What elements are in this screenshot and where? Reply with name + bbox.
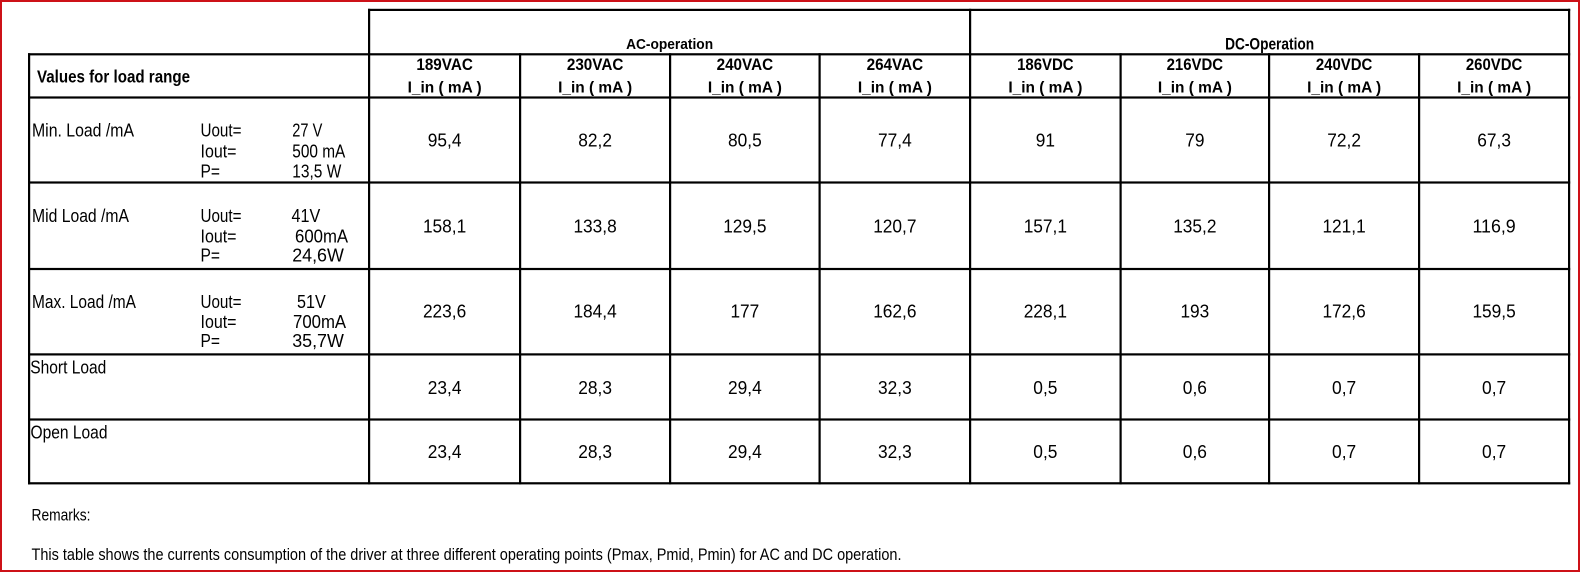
svg-text:Iout=: Iout=	[201, 311, 237, 332]
svg-text:116,9: 116,9	[1472, 215, 1515, 236]
svg-text:240VDC: 240VDC	[1316, 55, 1373, 74]
svg-text:82,2: 82,2	[578, 129, 612, 150]
svg-text:I_in ( mA ): I_in ( mA )	[1307, 79, 1381, 96]
svg-text:500 mA: 500 mA	[292, 141, 346, 162]
svg-text:189VAC: 189VAC	[416, 55, 473, 74]
svg-text:184,4: 184,4	[573, 301, 616, 322]
svg-text:0,7: 0,7	[1332, 377, 1356, 398]
svg-text:159,5: 159,5	[1472, 301, 1515, 322]
svg-text:95,4: 95,4	[428, 129, 462, 150]
svg-text:Max. Load /mA: Max. Load /mA	[32, 291, 137, 312]
svg-text:41V: 41V	[292, 205, 321, 226]
svg-text:28,3: 28,3	[578, 441, 612, 462]
svg-text:Uout=: Uout=	[201, 291, 242, 312]
svg-text:240VAC: 240VAC	[717, 55, 774, 74]
svg-text:80,5: 80,5	[728, 129, 762, 150]
svg-text:120,7: 120,7	[873, 215, 916, 236]
svg-text:121,1: 121,1	[1322, 215, 1365, 236]
svg-text:0,6: 0,6	[1183, 377, 1207, 398]
svg-text:216VDC: 216VDC	[1167, 55, 1224, 74]
svg-text:0,7: 0,7	[1482, 377, 1506, 398]
svg-text:162,6: 162,6	[873, 301, 916, 322]
svg-text:I_in ( mA ): I_in ( mA )	[1457, 79, 1531, 96]
svg-text:32,3: 32,3	[878, 377, 912, 398]
svg-text:32,3: 32,3	[878, 441, 912, 462]
svg-text:29,4: 29,4	[728, 377, 762, 398]
svg-text:29,4: 29,4	[728, 441, 762, 462]
svg-text:Mid Load /mA: Mid Load /mA	[32, 205, 130, 226]
svg-text:Remarks:: Remarks:	[32, 507, 91, 525]
svg-text:P=: P=	[201, 161, 221, 182]
svg-text:0,6: 0,6	[1183, 441, 1207, 462]
svg-text:Iout=: Iout=	[201, 141, 237, 162]
svg-text:264VAC: 264VAC	[867, 55, 924, 74]
svg-text:Short Load: Short Load	[30, 356, 106, 377]
svg-text:133,8: 133,8	[573, 215, 616, 236]
svg-text:172,6: 172,6	[1322, 301, 1365, 322]
svg-text:230VAC: 230VAC	[567, 55, 624, 74]
svg-text:P=: P=	[201, 245, 221, 266]
svg-text:28,3: 28,3	[578, 377, 612, 398]
svg-text:Uout=: Uout=	[201, 120, 242, 141]
svg-text:223,6: 223,6	[423, 301, 466, 322]
svg-text:129,5: 129,5	[723, 215, 766, 236]
svg-text:Min. Load /mA: Min. Load /mA	[32, 120, 135, 141]
svg-text:700mA: 700mA	[293, 311, 347, 332]
svg-text:35,7W: 35,7W	[292, 330, 344, 351]
svg-text:91: 91	[1036, 129, 1055, 150]
svg-text:23,4: 23,4	[428, 441, 462, 462]
svg-text:72,2: 72,2	[1327, 129, 1361, 150]
svg-text:186VDC: 186VDC	[1017, 55, 1074, 74]
svg-text:I_in ( mA ): I_in ( mA )	[708, 79, 782, 96]
svg-text:157,1: 157,1	[1024, 215, 1067, 236]
svg-text:DC-Operation: DC-Operation	[1225, 35, 1314, 53]
svg-text:0,7: 0,7	[1482, 441, 1506, 462]
svg-text:67,3: 67,3	[1477, 129, 1511, 150]
svg-text:P=: P=	[201, 330, 221, 351]
svg-text:0,5: 0,5	[1033, 377, 1057, 398]
svg-text:260VDC: 260VDC	[1466, 55, 1523, 74]
svg-text:Uout=: Uout=	[201, 205, 242, 226]
svg-text:AC-operation: AC-operation	[626, 36, 713, 53]
svg-text:I_in ( mA ): I_in ( mA )	[1158, 79, 1232, 96]
svg-text:193: 193	[1180, 301, 1209, 322]
svg-text:Iout=: Iout=	[201, 225, 237, 246]
svg-text:I_in ( mA ): I_in ( mA )	[558, 79, 632, 96]
svg-text:Open Load: Open Load	[31, 421, 108, 442]
svg-text:228,1: 228,1	[1024, 301, 1067, 322]
svg-text:51V: 51V	[297, 291, 326, 312]
svg-text:Values for load range: Values for load range	[37, 66, 190, 86]
svg-text:0,5: 0,5	[1033, 441, 1057, 462]
svg-text:23,4: 23,4	[428, 377, 462, 398]
svg-text:77,4: 77,4	[878, 129, 912, 150]
svg-text:24,6W: 24,6W	[292, 245, 344, 266]
svg-text:I_in ( mA ): I_in ( mA )	[858, 79, 932, 96]
svg-text:0,7: 0,7	[1332, 441, 1356, 462]
svg-text:600mA: 600mA	[295, 225, 349, 246]
svg-text:I_in ( mA ): I_in ( mA )	[1008, 79, 1082, 96]
svg-text:158,1: 158,1	[423, 215, 466, 236]
svg-text:I_in ( mA ): I_in ( mA )	[408, 79, 482, 96]
svg-text:13,5 W: 13,5 W	[292, 161, 341, 182]
svg-text:79: 79	[1185, 129, 1204, 150]
svg-text:27 V: 27 V	[292, 120, 323, 141]
svg-text:177: 177	[730, 301, 759, 322]
svg-text:135,2: 135,2	[1173, 215, 1216, 236]
svg-text:This table shows the currents: This table shows the currents consumptio…	[32, 546, 902, 564]
